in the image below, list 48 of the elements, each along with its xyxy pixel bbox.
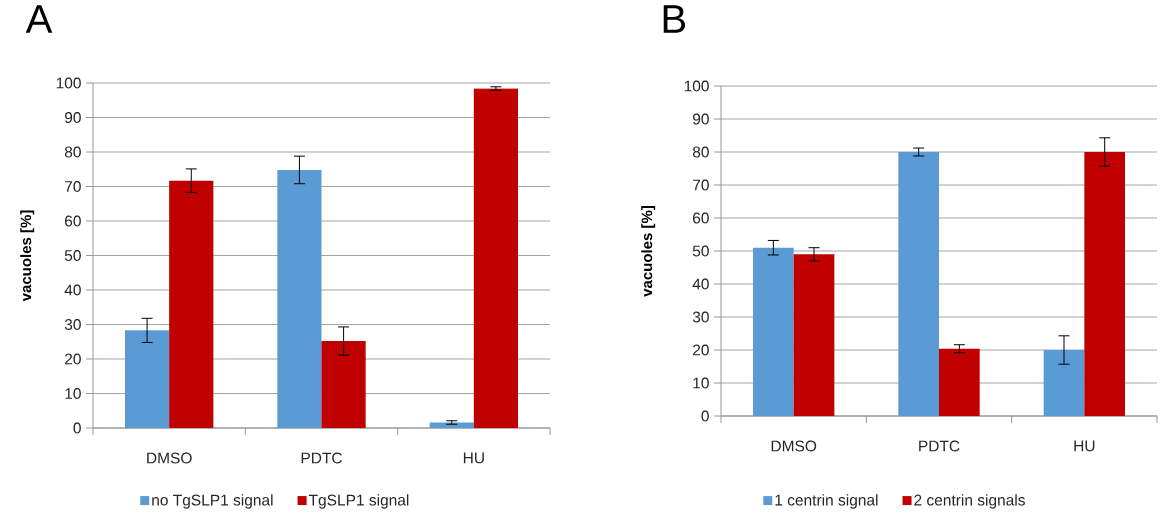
legend-label: 1 centrin signal xyxy=(775,494,878,509)
y-tick-label: 80 xyxy=(692,146,709,158)
y-tick-label: 50 xyxy=(64,250,81,261)
y-tick-label: 70 xyxy=(65,181,81,192)
bar xyxy=(752,247,794,416)
y-tick-label: 40 xyxy=(692,278,709,290)
bar xyxy=(1043,350,1085,416)
y-tick-label: 100 xyxy=(56,77,81,89)
bar xyxy=(277,169,322,428)
y-tick-label: 60 xyxy=(65,215,81,227)
y-tick-label: 70 xyxy=(693,179,709,191)
bar xyxy=(898,152,940,416)
x-tick-label: HU xyxy=(463,452,484,464)
bar xyxy=(939,348,980,416)
y-tick-label: 0 xyxy=(73,422,81,434)
chart-title: A xyxy=(25,5,53,33)
bar xyxy=(1084,152,1126,416)
x-tick-label: DMSO xyxy=(147,452,192,464)
legend-label: 2 centrin signals xyxy=(914,494,1025,509)
legend-label: no TgSLP1 signal xyxy=(152,494,273,509)
legend-label: TgSLP1 signal xyxy=(308,494,409,509)
y-tick-label: 100 xyxy=(684,80,709,92)
x-tick-label: DMSO xyxy=(771,440,817,452)
x-tick-label: HU xyxy=(1074,440,1095,452)
x-tick-label: PDTC xyxy=(301,452,343,464)
y-tick-label: 30 xyxy=(64,319,81,330)
y-tick-label: 60 xyxy=(693,212,709,224)
chart-title: B xyxy=(663,5,686,33)
bar xyxy=(473,88,519,428)
y-tick-label: 50 xyxy=(692,245,709,257)
y-tick-label: 30 xyxy=(692,311,709,323)
bar xyxy=(321,341,366,428)
y-tick-label: 10 xyxy=(65,388,81,399)
y-tick-label: 40 xyxy=(64,284,81,296)
y-tick-label: 20 xyxy=(693,344,709,356)
y-tick-label: 20 xyxy=(65,353,81,365)
y-axis-title: vacuoles [%] xyxy=(20,210,35,302)
y-tick-label: 0 xyxy=(701,410,709,422)
bar xyxy=(793,254,835,416)
y-tick-label: 10 xyxy=(693,377,709,389)
bar xyxy=(169,180,214,428)
bar xyxy=(125,330,170,428)
y-tick-label: 90 xyxy=(64,112,81,123)
x-tick-label: PDTC xyxy=(919,440,960,452)
y-tick-label: 80 xyxy=(64,146,81,158)
y-axis-title: vacuoles [%] xyxy=(641,206,656,297)
y-tick-label: 90 xyxy=(692,113,709,125)
bar xyxy=(429,422,474,428)
